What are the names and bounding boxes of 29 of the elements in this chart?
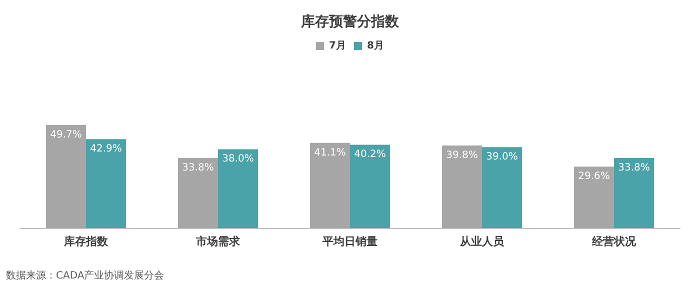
- data-label: 29.6%: [578, 171, 610, 182]
- chart-title: 库存预警分指数: [300, 13, 400, 30]
- source-note: 数据来源：CADA产业协调发展分会: [6, 270, 164, 282]
- x-tick-label: 市场需求: [195, 235, 241, 248]
- legend-label: 7月: [329, 40, 346, 52]
- bar: [310, 142, 350, 228]
- bar: [482, 147, 522, 228]
- bar: [86, 139, 126, 228]
- data-label: 49.7%: [50, 130, 82, 140]
- data-label: 39.0%: [486, 152, 518, 163]
- x-tick-label: 平均日销量: [322, 235, 378, 248]
- data-label: 40.2%: [354, 149, 386, 160]
- bar: [350, 144, 390, 228]
- data-label: 39.8%: [446, 150, 478, 162]
- bar: [614, 158, 654, 228]
- x-tick-label: 从业人员: [459, 235, 505, 248]
- data-label: 33.8%: [182, 162, 214, 174]
- data-label: 41.1%: [314, 147, 346, 158]
- data-label: 38.0%: [222, 154, 254, 165]
- bar: [178, 158, 218, 228]
- legend-label: 8月: [367, 40, 384, 52]
- bar: [218, 149, 258, 228]
- bar: [574, 166, 614, 228]
- data-label: 33.8%: [618, 162, 650, 174]
- bar: [46, 125, 86, 228]
- bar: [442, 146, 482, 228]
- x-tick-label: 经营状况: [591, 235, 637, 248]
- data-label: 42.9%: [90, 144, 122, 155]
- x-tick-label: 库存指数: [63, 235, 109, 248]
